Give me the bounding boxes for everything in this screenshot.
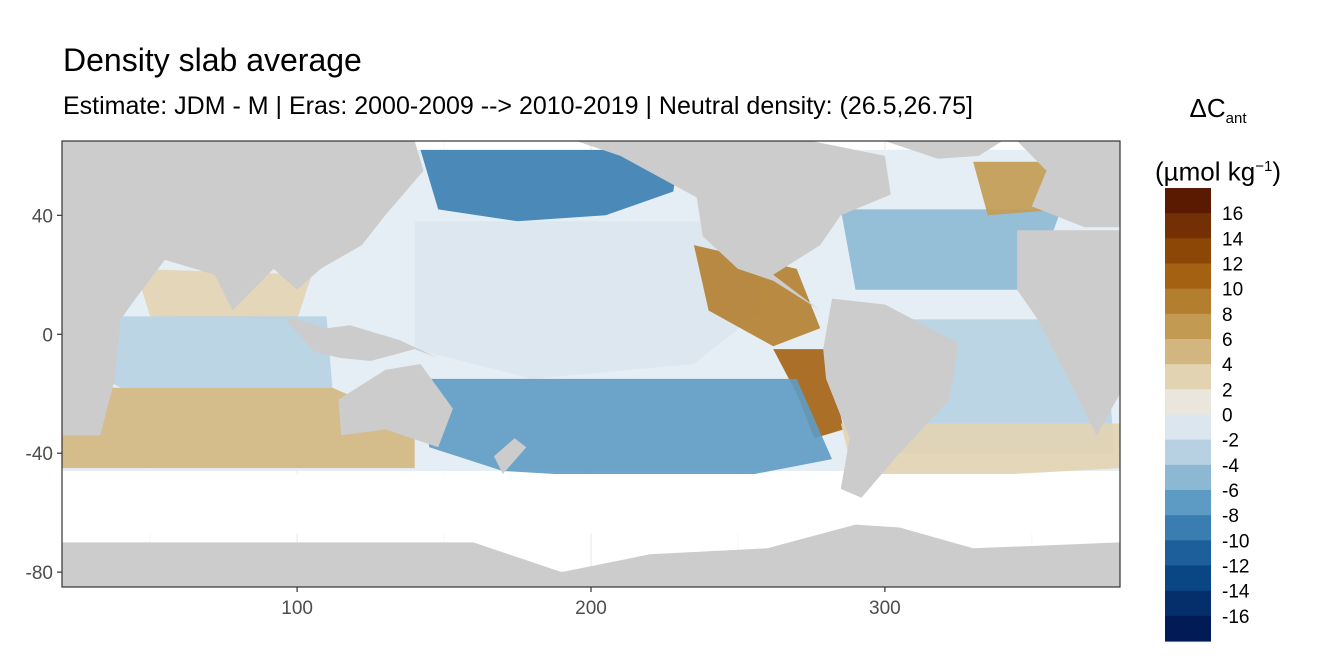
legend-label: 12 — [1222, 255, 1243, 276]
legend-label: 6 — [1222, 330, 1233, 351]
eurasia-africa-land — [62, 141, 424, 436]
legend-swatch — [1165, 439, 1211, 466]
legend-label: 10 — [1222, 280, 1243, 301]
north-america-land — [576, 141, 891, 311]
legend-swatch — [1165, 515, 1211, 541]
plot-panel — [62, 141, 1120, 587]
legend-title: ΔCant (µmol kg−1) — [1152, 84, 1284, 196]
legend-colorbar: 16 14 12 10 8 6 4 2 0 -2 -4 -6 -8 -10 -12 -14 -16 — [1165, 188, 1250, 642]
legend-swatch — [1165, 590, 1211, 617]
legend-label: -8 — [1222, 506, 1239, 527]
africa-west-land — [1017, 230, 1120, 436]
legend-swatch — [1165, 188, 1211, 214]
legend-unit-main: (µmol kg — [1155, 156, 1256, 187]
antarctica-land — [62, 524, 1120, 587]
australia-land — [338, 364, 453, 448]
legend-label: -4 — [1222, 456, 1239, 477]
y-tick-label: -40 — [26, 444, 53, 465]
legend-swatch — [1165, 313, 1211, 340]
chart-subtitle: Estimate: JDM - M | Eras: 2000-2009 --> … — [63, 92, 973, 120]
region-tropical-west-pacific — [414, 221, 762, 379]
region-south-indian-band — [62, 387, 415, 469]
legend-swatch — [1165, 213, 1211, 239]
legend-label: 14 — [1222, 229, 1244, 250]
legend-label: -14 — [1222, 582, 1250, 603]
south-america-land — [823, 298, 959, 498]
y-tick-label: -80 — [26, 563, 53, 584]
indonesia-land — [285, 319, 439, 361]
region-north-atlantic-subtropical — [840, 209, 1062, 290]
legend-title-main: ΔC — [1189, 93, 1226, 123]
region-south-pacific-subtropical — [414, 378, 832, 483]
region-east-tropical-pacific — [693, 245, 821, 347]
legend-swatch — [1165, 565, 1211, 592]
legend-label: 2 — [1222, 380, 1233, 401]
region-north-pacific-subpolar — [420, 149, 680, 222]
legend-label: -12 — [1222, 557, 1249, 578]
region-indian-ocean-north — [135, 268, 312, 320]
legend-swatch — [1165, 615, 1211, 642]
legend-swatch — [1165, 238, 1211, 265]
legend-label: 0 — [1222, 406, 1233, 427]
x-tick-label: 200 — [575, 598, 607, 619]
legend-swatch — [1165, 288, 1211, 315]
legend-label: 4 — [1222, 355, 1233, 376]
chart-title: Density slab average — [63, 42, 362, 78]
europe-land — [1017, 141, 1120, 228]
legend-swatch — [1165, 339, 1211, 365]
y-tick-label: 40 — [32, 206, 53, 227]
legend-label: -10 — [1222, 531, 1249, 552]
no-data-band — [62, 474, 1120, 534]
legend-label: 16 — [1222, 204, 1243, 225]
legend-swatch — [1165, 414, 1211, 441]
legend-swatch — [1165, 490, 1211, 516]
legend-swatch — [1165, 263, 1211, 290]
legend-swatch — [1165, 364, 1211, 390]
legend-title-sub: ant — [1225, 110, 1247, 128]
legend-swatch — [1165, 464, 1211, 491]
legend-unit-close: ) — [1272, 156, 1281, 187]
legend-label: -16 — [1222, 607, 1249, 628]
y-tick-label: 0 — [42, 325, 53, 346]
x-tick-label: 100 — [281, 598, 313, 619]
greenland-land — [884, 141, 1003, 159]
land-mask — [62, 141, 1120, 587]
legend-swatch — [1165, 540, 1211, 567]
new-zealand-land — [494, 438, 527, 474]
legend-unit-sup: −1 — [1255, 158, 1273, 176]
region-indian-ocean-equatorial — [76, 316, 333, 388]
legend-label: -6 — [1222, 481, 1239, 502]
legend-label: 8 — [1222, 305, 1233, 326]
legend-label: -2 — [1222, 431, 1239, 452]
x-tick-label: 300 — [869, 598, 901, 619]
legend-swatch — [1165, 389, 1211, 416]
